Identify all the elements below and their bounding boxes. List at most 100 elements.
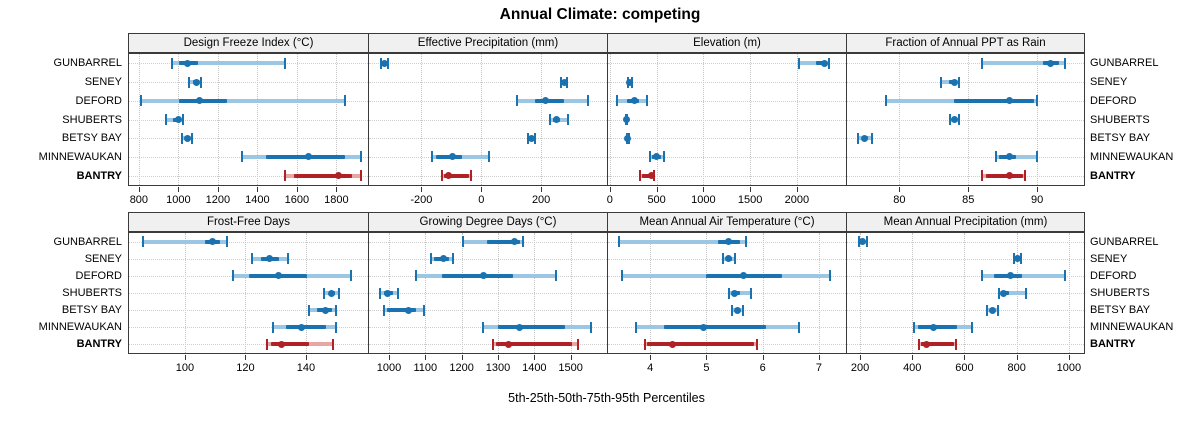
row-gridline xyxy=(369,100,607,102)
axis-tick-label-growing-degree-days-c: 1500 xyxy=(558,362,583,374)
panel-strip-elevation-m: Elevation (m) xyxy=(607,33,847,53)
axis-tick-label-growing-degree-days-c: 1400 xyxy=(522,362,547,374)
glyph-mean-annual-air-temperature-c-betsy-bay-median-dot xyxy=(733,306,741,314)
site-label-right-shuberts: SHUBERTS xyxy=(1090,113,1150,126)
glyph-frost-free-days-shuberts-cap-p95 xyxy=(338,287,341,299)
glyph-design-freeze-index-c-gunbarrel-cap-p95 xyxy=(284,57,287,69)
row-gridline xyxy=(608,293,846,294)
axis-tick-mean-annual-precipitation-mm xyxy=(1068,355,1070,360)
axis-tick-effective-precipitation-mm xyxy=(541,187,543,192)
glyph-frost-free-days-shuberts-median-dot xyxy=(328,289,336,297)
axis-tick-growing-degree-days-c xyxy=(388,355,390,360)
axis-tick-design-freeze-index-c xyxy=(336,187,338,192)
glyph-growing-degree-days-c-minnewaukan-cap-p5 xyxy=(482,321,485,333)
row-gridline xyxy=(847,138,1084,140)
axis-tick-label-effective-precipitation-mm: 0 xyxy=(478,194,485,206)
glyph-mean-annual-air-temperature-c-shuberts-cap-p95 xyxy=(750,287,753,299)
glyph-elevation-m-deford-cap-p95 xyxy=(646,95,649,107)
panel-plot-growing-degree-days-c xyxy=(368,232,608,354)
glyph-frost-free-days-seney-cap-p5 xyxy=(250,253,253,265)
glyph-effective-precipitation-mm-bantry-cap-p95 xyxy=(469,170,472,182)
glyph-fraction-of-annual-ppt-as-rain-minnewaukan-cap-p5 xyxy=(994,151,997,163)
panel-strip-fraction-of-annual-ppt-as-rain: Fraction of Annual PPT as Rain xyxy=(846,33,1085,53)
axis-tick-label-growing-degree-days-c: 1100 xyxy=(413,362,438,374)
site-label-right-seney: SENEY xyxy=(1090,76,1128,89)
site-label-left-minnewaukan: MINNEWAUKAN xyxy=(38,321,122,334)
row-gridline xyxy=(369,293,607,294)
glyph-mean-annual-air-temperature-c-deford-cap-p5 xyxy=(621,270,624,282)
axis-tick-label-effective-precipitation-mm: -200 xyxy=(410,194,433,206)
glyph-growing-degree-days-c-shuberts-cap-p95 xyxy=(397,287,400,299)
panel-plot-design-freeze-index-c xyxy=(128,53,369,186)
glyph-design-freeze-index-c-deford-cap-p5 xyxy=(139,95,142,107)
glyph-frost-free-days-gunbarrel-median-dot xyxy=(208,238,216,246)
row-gridline xyxy=(369,258,607,260)
panel-plot-mean-annual-air-temperature-c xyxy=(607,232,847,354)
axis-tick-elevation-m xyxy=(796,187,798,192)
axis-tick-label-mean-annual-precipitation-mm: 600 xyxy=(955,362,974,374)
row-gridline xyxy=(608,119,846,121)
glyph-fraction-of-annual-ppt-as-rain-seney-cap-p95 xyxy=(957,76,960,88)
axis-tick-label-design-freeze-index-c: 1200 xyxy=(205,194,231,206)
glyph-effective-precipitation-mm-minnewaukan-p25-p75 xyxy=(436,154,462,159)
glyph-elevation-m-seney-median-dot xyxy=(626,78,634,86)
glyph-mean-annual-precipitation-mm-bantry-median-dot xyxy=(922,340,930,348)
row-gridline xyxy=(369,119,607,121)
site-label-right-gunbarrel: GUNBARREL xyxy=(1090,57,1159,70)
glyph-growing-degree-days-c-betsy-bay-p25-p75 xyxy=(387,308,417,313)
glyph-elevation-m-gunbarrel-p25-p75 xyxy=(815,61,827,66)
site-label-right-deford: DEFORD xyxy=(1090,94,1137,107)
glyph-mean-annual-precipitation-mm-gunbarrel-median-dot xyxy=(859,238,867,246)
glyph-mean-annual-precipitation-mm-minnewaukan-cap-p95 xyxy=(971,321,974,333)
row-gridline xyxy=(847,258,1084,260)
glyph-growing-degree-days-c-deford-cap-p95 xyxy=(555,270,558,282)
glyph-mean-annual-air-temperature-c-shuberts-p5-p95 xyxy=(728,291,752,295)
glyph-effective-precipitation-mm-gunbarrel-cap-p95 xyxy=(387,57,390,69)
glyph-elevation-m-betsy-bay-median-dot xyxy=(624,134,632,142)
glyph-mean-annual-precipitation-mm-minnewaukan-p25-p75 xyxy=(917,325,958,330)
glyph-elevation-m-deford-median-dot xyxy=(630,97,638,105)
axis-tick-label-elevation-m: 0 xyxy=(606,194,613,206)
glyph-effective-precipitation-mm-bantry-p25-p75 xyxy=(443,173,470,178)
row-gridline xyxy=(129,344,368,346)
axis-tick-effective-precipitation-mm xyxy=(481,187,483,192)
row-gridline xyxy=(608,82,846,84)
site-label-right-minnewaukan: MINNEWAUKAN xyxy=(1090,150,1174,163)
glyph-frost-free-days-minnewaukan-p25-p75 xyxy=(286,325,326,330)
glyph-design-freeze-index-c-bantry-median-dot xyxy=(334,172,342,180)
glyph-mean-annual-precipitation-mm-seney-cap-p95 xyxy=(1020,253,1023,265)
glyph-mean-annual-precipitation-mm-seney-cap-p5 xyxy=(1013,253,1016,265)
glyph-growing-degree-days-c-minnewaukan-cap-p95 xyxy=(589,321,592,333)
site-label-left-deford: DEFORD xyxy=(75,269,122,282)
glyph-elevation-m-bantry-p25-p75 xyxy=(642,173,653,178)
glyph-growing-degree-days-c-seney-cap-p5 xyxy=(429,253,432,265)
glyph-elevation-m-gunbarrel-cap-p95 xyxy=(827,57,830,69)
axis-tick-design-freeze-index-c xyxy=(296,187,298,192)
glyph-mean-annual-precipitation-mm-deford-p5-p95 xyxy=(982,273,1065,278)
axis-tick-mean-annual-precipitation-mm xyxy=(912,355,914,360)
panel-plot-frost-free-days xyxy=(128,232,369,354)
glyph-growing-degree-days-c-bantry-p25-p75 xyxy=(496,342,573,347)
glyph-design-freeze-index-c-minnewaukan-cap-p95 xyxy=(360,151,363,163)
glyph-fraction-of-annual-ppt-as-rain-minnewaukan-p5-p95 xyxy=(995,154,1038,159)
glyph-design-freeze-index-c-shuberts-cap-p5 xyxy=(164,114,167,125)
glyph-frost-free-days-bantry-p25-p75 xyxy=(271,342,309,347)
glyph-growing-degree-days-c-deford-p25-p75 xyxy=(441,273,513,278)
glyph-fraction-of-annual-ppt-as-rain-deford-cap-p5 xyxy=(884,95,887,107)
glyph-growing-degree-days-c-seney-median-dot xyxy=(439,255,447,263)
glyph-growing-degree-days-c-deford-cap-p5 xyxy=(415,270,418,282)
row-gridline xyxy=(129,82,368,84)
glyph-design-freeze-index-c-minnewaukan-median-dot xyxy=(305,153,313,161)
glyph-mean-annual-precipitation-mm-bantry-cap-p5 xyxy=(917,338,920,350)
glyph-design-freeze-index-c-deford-p5-p95 xyxy=(140,98,346,103)
site-label-left-betsy-bay: BETSY BAY xyxy=(61,132,122,145)
row-gridline xyxy=(129,138,368,140)
site-label-right-bantry: BANTRY xyxy=(1090,169,1136,182)
panel-plot-mean-annual-precipitation-mm xyxy=(846,232,1085,354)
panel-strip-effective-precipitation-mm: Effective Precipitation (mm) xyxy=(368,33,608,53)
axis-tick-label-mean-annual-precipitation-mm: 400 xyxy=(903,362,922,374)
row-gridline xyxy=(847,119,1084,121)
glyph-mean-annual-air-temperature-c-shuberts-median-dot xyxy=(731,289,739,297)
glyph-mean-annual-air-temperature-c-gunbarrel-p5-p95 xyxy=(619,239,746,244)
glyph-design-freeze-index-c-deford-cap-p95 xyxy=(344,95,347,107)
